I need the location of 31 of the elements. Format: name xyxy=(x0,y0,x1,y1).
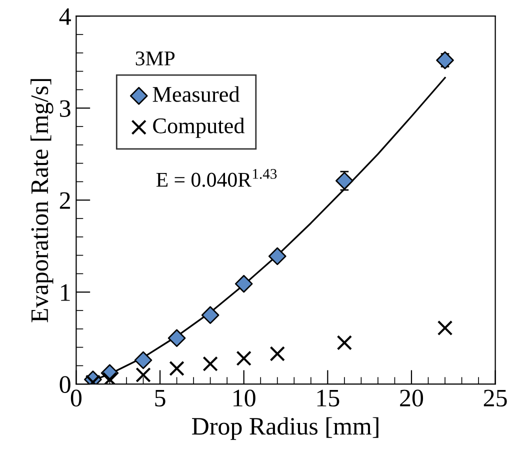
point xyxy=(168,329,186,348)
y-tick-label: 3 xyxy=(60,100,70,118)
y-tick-label: 2 xyxy=(60,192,70,209)
point xyxy=(270,346,285,362)
legend-label: Measured xyxy=(152,86,240,102)
point xyxy=(169,360,184,376)
point xyxy=(136,367,151,383)
y-axis-title: Evaporation Rate [mg/s] xyxy=(30,79,54,322)
y-tick-label: 4 xyxy=(59,8,71,25)
point xyxy=(436,51,454,70)
x-axis-title: Drop Radius [mm] xyxy=(192,417,378,440)
y-tick-label: 0 xyxy=(60,376,70,394)
point xyxy=(234,274,253,293)
point xyxy=(201,306,220,324)
point xyxy=(336,335,352,350)
annotation: E = 0.040R$^{1.43}$ xyxy=(156,169,277,187)
point xyxy=(202,356,218,372)
point xyxy=(336,172,354,190)
point xyxy=(437,320,453,336)
annotation: 3MP xyxy=(136,51,175,66)
y-tick-label: 1 xyxy=(61,284,70,301)
x-tick-label: 10 xyxy=(234,390,256,407)
legend-label: Computed xyxy=(153,118,245,138)
x-tick-label: 20 xyxy=(400,390,424,407)
point xyxy=(236,350,252,366)
point xyxy=(134,351,152,370)
x-tick-label: 25 xyxy=(484,390,507,407)
x-tick-label: 5 xyxy=(155,390,166,407)
x-tick-label: 15 xyxy=(317,390,340,407)
point xyxy=(102,372,118,384)
point xyxy=(268,247,286,266)
